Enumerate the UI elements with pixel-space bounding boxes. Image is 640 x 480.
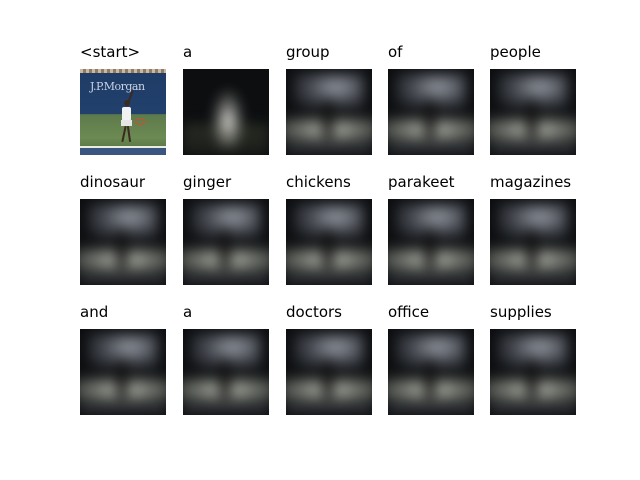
word-label: people bbox=[490, 43, 541, 61]
word-label: doctors bbox=[286, 303, 342, 321]
grid-cell-8: chickens bbox=[286, 173, 386, 285]
source-image: J.P.Morgan bbox=[80, 69, 166, 155]
grid-cell-5: people bbox=[490, 43, 590, 155]
word-label: a bbox=[183, 43, 193, 61]
word-label: chickens bbox=[286, 173, 351, 191]
word-label: supplies bbox=[490, 303, 552, 321]
grid-cell-15: supplies bbox=[490, 303, 590, 415]
attention-map bbox=[388, 69, 474, 155]
grid-cell-9: parakeet bbox=[388, 173, 488, 285]
attention-map bbox=[183, 329, 269, 415]
word-label: parakeet bbox=[388, 173, 455, 191]
grid-cell-10: magazines bbox=[490, 173, 590, 285]
attention-map bbox=[286, 199, 372, 285]
grid-cell-4: of bbox=[388, 43, 488, 155]
word-label: dinosaur bbox=[80, 173, 146, 191]
word-label: <start> bbox=[80, 43, 141, 61]
attention-map bbox=[286, 329, 372, 415]
attention-map bbox=[80, 329, 166, 415]
grid-cell-3: group bbox=[286, 43, 386, 155]
grid-cell-2: a bbox=[183, 43, 283, 155]
attention-map bbox=[388, 329, 474, 415]
sponsor-text: J.P.Morgan bbox=[90, 80, 145, 93]
word-label: a bbox=[183, 303, 193, 321]
attention-map bbox=[490, 329, 576, 415]
stands bbox=[80, 69, 166, 73]
grid-cell-11: and bbox=[80, 303, 180, 415]
attention-map bbox=[286, 69, 372, 155]
attention-map bbox=[490, 199, 576, 285]
tennis-player bbox=[121, 90, 145, 144]
court-wall bbox=[80, 148, 166, 155]
attention-map bbox=[80, 199, 166, 285]
word-label: group bbox=[286, 43, 330, 61]
grid-cell-6: dinosaur bbox=[80, 173, 180, 285]
word-label: of bbox=[388, 43, 403, 61]
word-label: office bbox=[388, 303, 430, 321]
grid-cell-1: <start> J.P.Morgan bbox=[80, 43, 180, 155]
word-label: magazines bbox=[490, 173, 572, 191]
grid-cell-13: doctors bbox=[286, 303, 386, 415]
grid-cell-12: a bbox=[183, 303, 283, 415]
attention-map bbox=[183, 199, 269, 285]
attention-map bbox=[183, 69, 269, 155]
court-baseline bbox=[80, 146, 166, 148]
word-label: ginger bbox=[183, 173, 232, 191]
attention-map bbox=[388, 199, 474, 285]
attention-map bbox=[490, 69, 576, 155]
grid-cell-14: office bbox=[388, 303, 488, 415]
word-label: and bbox=[80, 303, 109, 321]
grid-cell-7: ginger bbox=[183, 173, 283, 285]
